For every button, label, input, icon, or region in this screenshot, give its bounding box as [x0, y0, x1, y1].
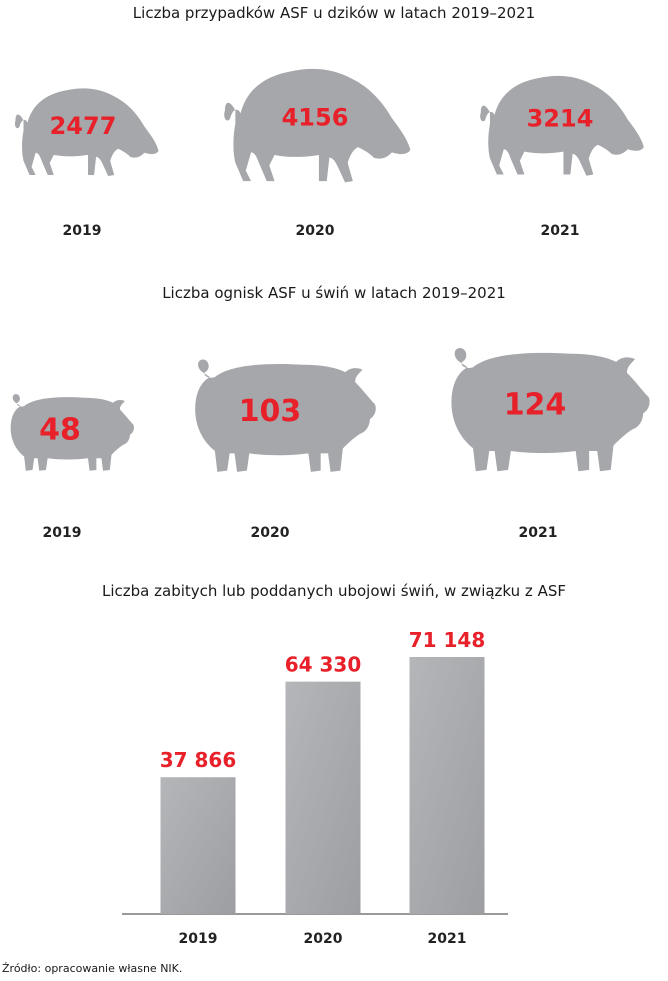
boar-chart-title: Liczba przypadków ASF u dzików w latach … [132, 4, 536, 22]
value-label: 3214 [527, 105, 594, 133]
year-label: 2019 [43, 525, 82, 541]
bar-value-label: 37 866 [160, 748, 237, 772]
x-tick-label: 2020 [304, 931, 343, 947]
boar-pictogram-row: 2477 2019 4156 2020 3214 2021 [14, 68, 644, 239]
value-label: 124 [504, 388, 567, 423]
x-tick-label: 2021 [428, 931, 467, 947]
bar [409, 657, 485, 914]
value-label: 4156 [282, 103, 349, 131]
bar-chart-title: Liczba zabitych lub poddanych ubojowi św… [102, 582, 566, 600]
bar-value-label: 64 330 [285, 653, 362, 677]
year-label: 2019 [63, 223, 102, 239]
value-label: 48 [39, 413, 81, 448]
pig-pictogram-row: 48 2019 103 2020 124 2021 [10, 347, 650, 541]
year-label: 2020 [296, 223, 335, 239]
infographic-canvas: 2477 2019 4156 2020 3214 2021 48 2019 103 2020 12… [10, 68, 650, 947]
bar-value-label: 71 148 [409, 628, 486, 652]
x-tick-label: 2019 [179, 931, 218, 947]
pig-chart-title: Liczba ognisk ASF u świń w latach 2019–2… [162, 284, 506, 302]
year-label: 2021 [541, 223, 580, 239]
source-note: Źródło: opracowanie własne NIK. [2, 962, 183, 975]
value-label: 103 [239, 394, 302, 429]
bar [160, 777, 236, 914]
bar [285, 681, 361, 914]
bar-chart: 37 866 2019 64 330 2020 71 148 2021 [122, 628, 508, 947]
year-label: 2021 [519, 525, 558, 541]
value-label: 2477 [50, 112, 117, 140]
year-label: 2020 [251, 525, 290, 541]
